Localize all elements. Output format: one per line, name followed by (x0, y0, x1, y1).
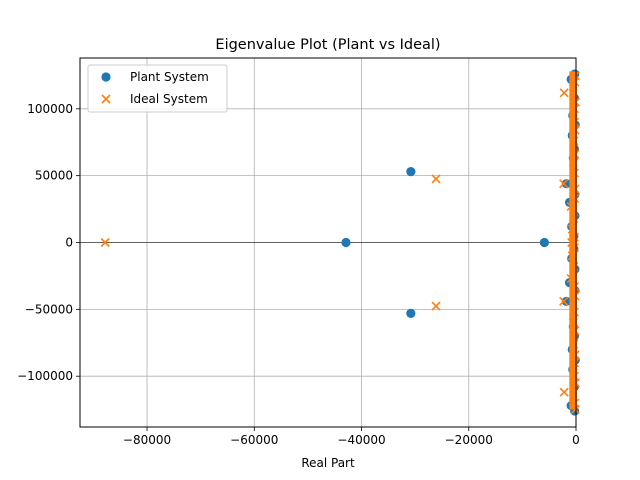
legend-label: Plant System (130, 70, 209, 84)
legend-box (87, 64, 228, 113)
ideal-system-point (569, 307, 579, 317)
y-tick-label: 0 (65, 236, 73, 250)
ideal-system-point (559, 179, 569, 189)
ideal-system-point (570, 282, 580, 292)
legend-label: Ideal System (130, 92, 208, 106)
ideal-system-point (570, 184, 580, 194)
x-tick-label: −20000 (445, 433, 493, 447)
ideal-system-point (570, 193, 580, 203)
ideal-system-point (570, 378, 581, 388)
plant-system-point (561, 179, 571, 189)
ideal-system-point (559, 88, 569, 98)
ideal-system-point (570, 70, 580, 80)
ideal-system-point (100, 237, 110, 248)
ideal-system-point (567, 251, 577, 261)
plant-system-point (539, 237, 549, 248)
y-tick-label: −50000 (25, 302, 73, 316)
axes (76, 57, 577, 431)
legend-marker-plant (101, 72, 111, 82)
chart-title: Eigenvalue Plot (Plant vs Ideal) (215, 37, 440, 53)
plant-system-point (341, 237, 351, 248)
ideal-system-point (569, 358, 579, 368)
ideal-system-point (569, 117, 579, 127)
legend-marker-ideal (101, 94, 111, 104)
ideal-system-point (431, 301, 441, 311)
ideal-system-point (570, 125, 580, 135)
ideal-system-point (569, 213, 579, 224)
x-tick-label: 0 (572, 433, 580, 447)
y-tick-label: −100000 (17, 369, 73, 383)
ideal-system-point (566, 274, 576, 284)
ideal-system-point (559, 296, 569, 306)
ideal-system-point (431, 174, 441, 184)
plant-system-point (406, 167, 416, 177)
x-axis-label: Real Part (301, 456, 355, 470)
ideal-system-point (569, 261, 579, 272)
ideal-system-point (570, 291, 580, 301)
ideal-system-point (566, 201, 576, 211)
ideal-system-point (567, 237, 577, 248)
ideal-system-point (569, 243, 579, 253)
ideal-system-point (569, 339, 579, 349)
legend: Plant System Ideal System (87, 64, 228, 113)
x-tick-label: −80000 (123, 433, 171, 447)
y-tick-label: 50000 (35, 169, 73, 183)
plant-system-point (561, 296, 571, 306)
ideal-system-point (570, 149, 580, 159)
ideal-system-point (569, 168, 579, 178)
ideal-system-point (570, 405, 580, 415)
ideal-system-point (569, 136, 579, 146)
tick-labels: −80000 −60000 −40000 −20000 0 −100000 −50000 0 5… (17, 102, 580, 447)
x-tick-label: −60000 (230, 433, 278, 447)
ideal-system-point (570, 350, 580, 360)
ideal-system-point (570, 326, 580, 336)
y-tick-label: 100000 (27, 102, 73, 116)
ideal-system-point (570, 97, 581, 107)
ideal-system-point (559, 387, 569, 397)
plant-system-point (406, 308, 416, 318)
data-points (100, 69, 581, 416)
ideal-system-point (569, 232, 579, 242)
ideal-system-point (567, 224, 577, 234)
x-tick-label: −40000 (337, 433, 385, 447)
